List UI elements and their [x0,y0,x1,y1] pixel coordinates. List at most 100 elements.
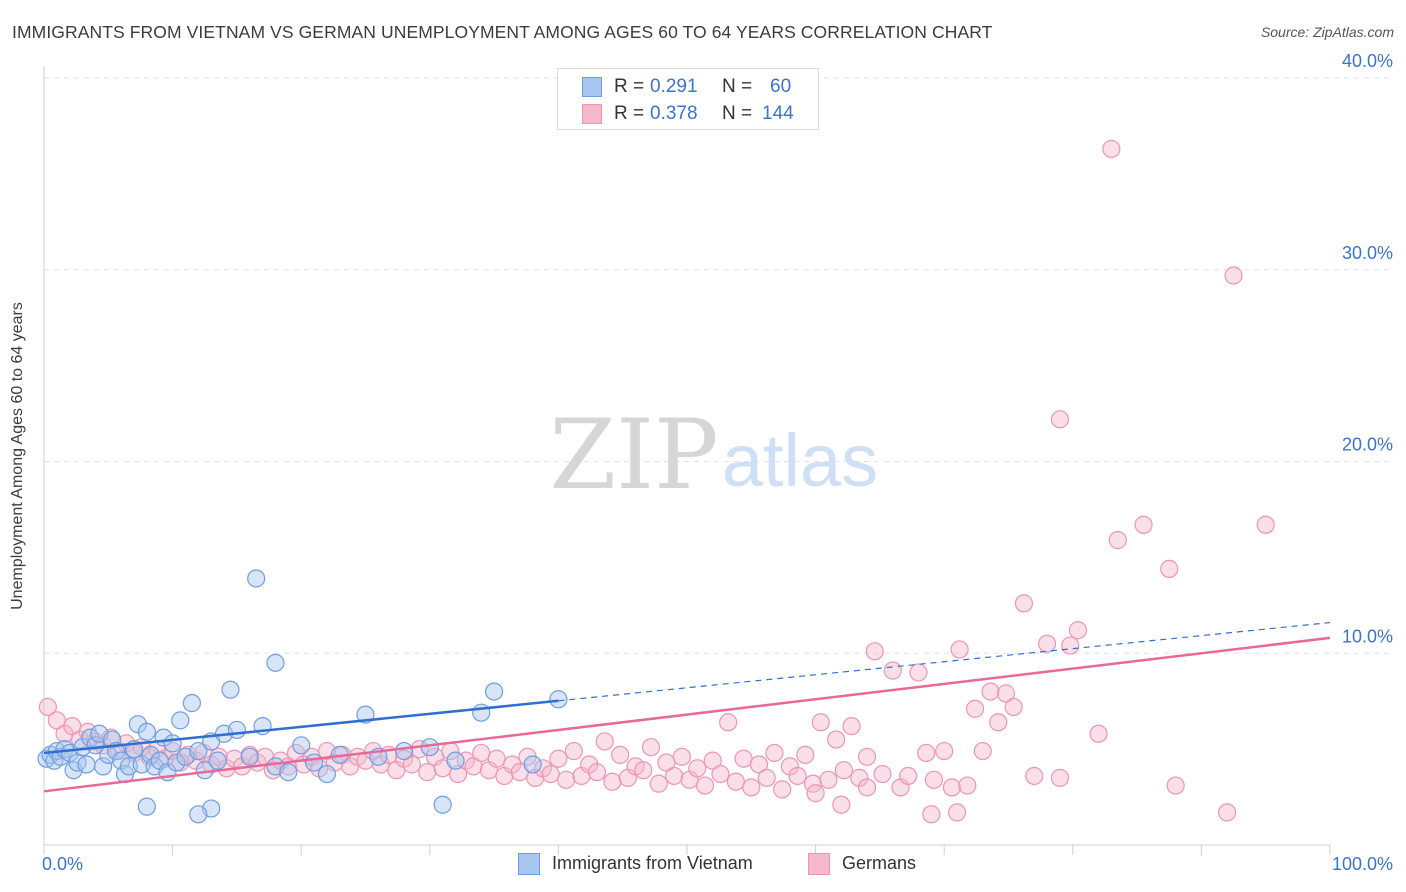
germans-point [857,747,877,766]
vietnam-point [171,711,190,730]
germans-point [1256,515,1275,534]
vietnam-point [189,741,208,761]
germans-point [909,663,928,682]
germans-point [922,805,941,824]
germans-point [1089,724,1108,743]
vietnam-point [433,795,452,814]
germans-point [1004,697,1023,717]
bottom-legend-swatch-germans [808,853,830,875]
germans-point [827,730,846,749]
legend-r-label: R = [614,76,645,97]
germans-point [1224,266,1243,285]
legend-n-label: N = [722,103,753,124]
germans-point [734,749,753,768]
vietnam-point [227,720,246,740]
legend-n-label: N = [722,76,753,97]
germans-point [672,747,691,766]
germans-point [611,745,630,764]
vietnam-point [182,694,201,713]
vietnam-point [317,764,337,784]
germans-point [917,743,936,763]
y-tick-label: 30.0% [1342,243,1393,263]
germans-point [487,749,506,768]
germans-point [773,780,792,799]
germans-point [402,755,421,774]
germans-point [1134,515,1153,534]
bottom-legend-label-germans: Germans [842,853,917,873]
bottom-legend-swatch-vietnam [518,853,540,875]
germans-point [688,759,707,778]
vietnam-point [549,690,568,709]
vietnam-point [141,745,160,764]
legend-swatch-germans [582,104,602,124]
legend-r-value: 0.291 [650,76,698,97]
vietnam-point [247,569,266,588]
germans-point [557,770,576,789]
trend-line-dashed [558,621,1331,702]
germans-point [503,755,522,774]
germans-point [1160,559,1179,578]
vietnam-point [137,722,156,741]
germans-point [796,745,815,764]
germans-point [749,755,769,774]
trend-lines [43,621,1331,793]
vietnam-point [394,741,414,761]
legend-swatch-vietnam [582,77,602,97]
vietnam-points [37,569,568,824]
y-tick-label: 20.0% [1342,435,1393,455]
germans-point [924,770,944,789]
vietnam-point [292,736,311,755]
germans-point [989,713,1008,732]
trend-line-solid [43,636,1331,793]
chart-title: IMMIGRANTS FROM VIETNAM VS GERMAN UNEMPL… [12,22,993,42]
germans-point [641,738,661,757]
germans-point [719,713,738,732]
vietnam-point [523,755,542,774]
germans-point [448,764,468,784]
germans-point [850,768,869,787]
vietnam-point [103,730,122,749]
legend-n-value: 144 [762,103,794,124]
germans-point [842,717,861,736]
germans-point [1061,636,1080,655]
vietnam-point [446,751,465,770]
germans-point [973,741,992,761]
germans-point [834,761,853,780]
germans-point [703,751,722,770]
germans-point [947,803,967,822]
legend-r-value: 0.378 [650,103,698,124]
germans-point [942,778,962,797]
y-tick-label: 40.0% [1342,51,1393,71]
germans-point [958,776,977,795]
germans-point [857,778,877,797]
germans-point [1068,621,1088,640]
gridlines [44,77,1394,654]
germans-point [1037,634,1057,653]
y-axis-label: Unemployment Among Ages 60 to 64 years [9,302,26,610]
germans-point [765,743,784,763]
germans-point [950,640,969,659]
germans-point [832,795,851,814]
vietnam-point [137,797,156,816]
germans-point [549,749,568,768]
germans-point [788,766,807,786]
vietnam-point [266,653,285,672]
legend-n-value: 60 [770,76,792,97]
germans-point [541,764,560,784]
germans-point [819,770,838,789]
germans-point [38,697,57,717]
germans-point [1050,768,1070,787]
watermark-atlas: atlas [722,419,878,502]
germans-point [595,732,614,751]
y-tick-label: 10.0% [1342,626,1393,646]
germans-point [811,713,830,732]
legend-r-label: R = [614,103,645,124]
germans-point [981,682,1000,701]
germans-point [1218,803,1237,822]
source-label: Source: ZipAtlas.com [1260,24,1394,40]
vietnam-point [163,734,182,753]
vietnam-point [472,703,491,722]
germans-point [726,772,745,791]
vietnam-point [279,763,298,782]
